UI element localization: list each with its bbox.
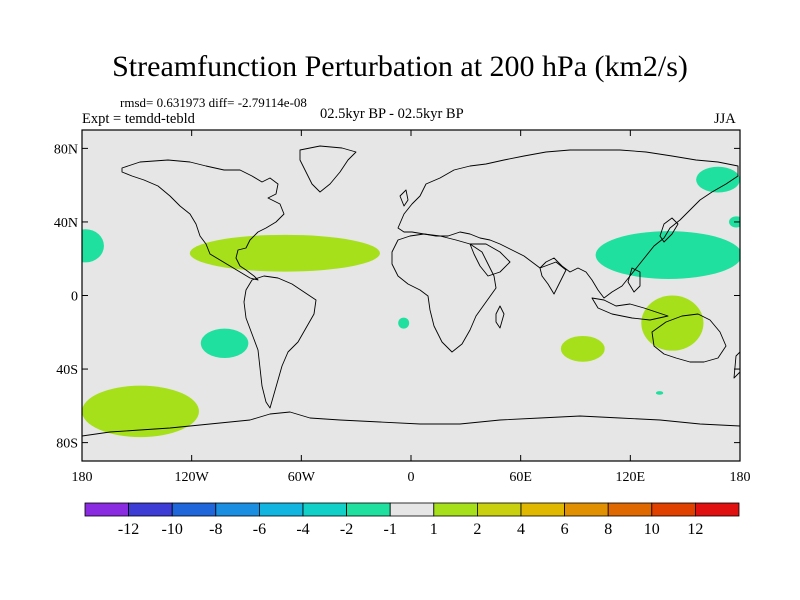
coast-philippines — [627, 267, 641, 293]
rmsd-text: rmsd= 0.631973 diff= -2.79114e-08 — [120, 95, 307, 110]
coast-japan — [659, 217, 679, 243]
colorbar-label: 6 — [561, 521, 569, 538]
coast-north-america — [121, 159, 285, 281]
colorbar-label: -12 — [118, 521, 139, 538]
colorbar-box-13 — [651, 502, 696, 517]
colorbar-box-3 — [215, 502, 260, 517]
colorbar-box-6 — [346, 502, 391, 517]
colorbar-box-0 — [84, 502, 129, 517]
colorbar-box-8 — [433, 502, 478, 517]
experiment-label: Expt = temdd-tebld — [82, 111, 195, 127]
anomaly-region-8 — [82, 385, 199, 438]
coast-arabia — [469, 243, 511, 277]
colorbar-label: 1 — [430, 521, 438, 538]
coast-eurasia — [397, 149, 739, 299]
axis-ticks: 80N 40N 0 40S 80S 180 120W 60W 0 60E 120E 180 — [54, 130, 751, 485]
chart-title: Streamfunction Perturbation at 200 hPa (… — [112, 50, 688, 83]
colorbar-label: -6 — [253, 521, 266, 538]
coast-australia — [651, 313, 727, 363]
colorbar-box-7 — [389, 502, 435, 517]
colorbar-label: 10 — [644, 521, 660, 538]
colorbar-label: 2 — [473, 521, 481, 538]
lon-tick-label: 60W — [288, 470, 316, 485]
coast-indonesia — [591, 297, 669, 321]
colorbar-box-9 — [476, 502, 522, 517]
coast-new-zealand — [733, 351, 740, 379]
colorbar: -12 -10 -8 -6 -4 -2 -1 1 2 4 6 8 10 12 — [84, 502, 740, 538]
lon-tick-label: 60E — [509, 470, 532, 485]
season-label: JJA — [714, 111, 736, 127]
colorbar-box-10 — [520, 502, 565, 517]
colorbar-label: -10 — [162, 521, 183, 538]
colorbar-box-1 — [128, 502, 173, 517]
colorbar-box-2 — [171, 502, 217, 517]
colorbar-label: 12 — [687, 521, 703, 538]
colorbar-box-14 — [695, 502, 740, 517]
lat-tick-label: 80N — [54, 142, 78, 157]
colorbar-label: 4 — [517, 521, 525, 538]
coast-madagascar — [495, 305, 505, 329]
anomaly-layer — [82, 166, 740, 438]
colorbar-label: -4 — [296, 521, 309, 538]
anomaly-region-7 — [641, 295, 704, 351]
anomaly-region-0 — [82, 229, 104, 263]
lon-tick-label: 180 — [72, 470, 93, 485]
coast-india — [539, 261, 567, 295]
period-label: 02.5kyr BP - 02.5kyr BP — [320, 106, 464, 122]
coast-south-america — [243, 275, 317, 409]
lat-tick-label: 0 — [71, 290, 78, 305]
colorbar-label: -8 — [209, 521, 222, 538]
colorbar-label: -2 — [340, 521, 353, 538]
lat-tick-label: 80S — [56, 437, 78, 452]
lon-tick-label: 180 — [730, 470, 751, 485]
colorbar-box-5 — [302, 502, 347, 517]
lon-tick-label: 0 — [408, 470, 415, 485]
colorbar-label: 8 — [604, 521, 612, 538]
coastlines — [82, 145, 740, 461]
colorbar-box-12 — [607, 502, 653, 517]
anomaly-region-4 — [200, 328, 249, 359]
coast-antarctica — [82, 411, 740, 461]
anomaly-region-1 — [189, 234, 380, 272]
anomaly-region-2 — [595, 231, 740, 279]
lon-tick-label: 120W — [175, 470, 210, 485]
coast-greenland — [299, 145, 357, 193]
anomaly-region-6 — [560, 335, 605, 362]
lat-tick-label: 40S — [56, 363, 78, 378]
colorbar-box-4 — [258, 502, 304, 517]
lon-tick-label: 120E — [616, 470, 646, 485]
anomaly-region-3 — [696, 166, 740, 193]
colorbar-box-11 — [564, 502, 609, 517]
coast-uk — [399, 189, 409, 207]
anomaly-region-5 — [398, 317, 410, 329]
lat-tick-label: 40N — [54, 216, 78, 231]
coast-africa — [391, 233, 497, 353]
anomaly-region-10 — [655, 391, 664, 395]
colorbar-label: -1 — [384, 521, 397, 538]
